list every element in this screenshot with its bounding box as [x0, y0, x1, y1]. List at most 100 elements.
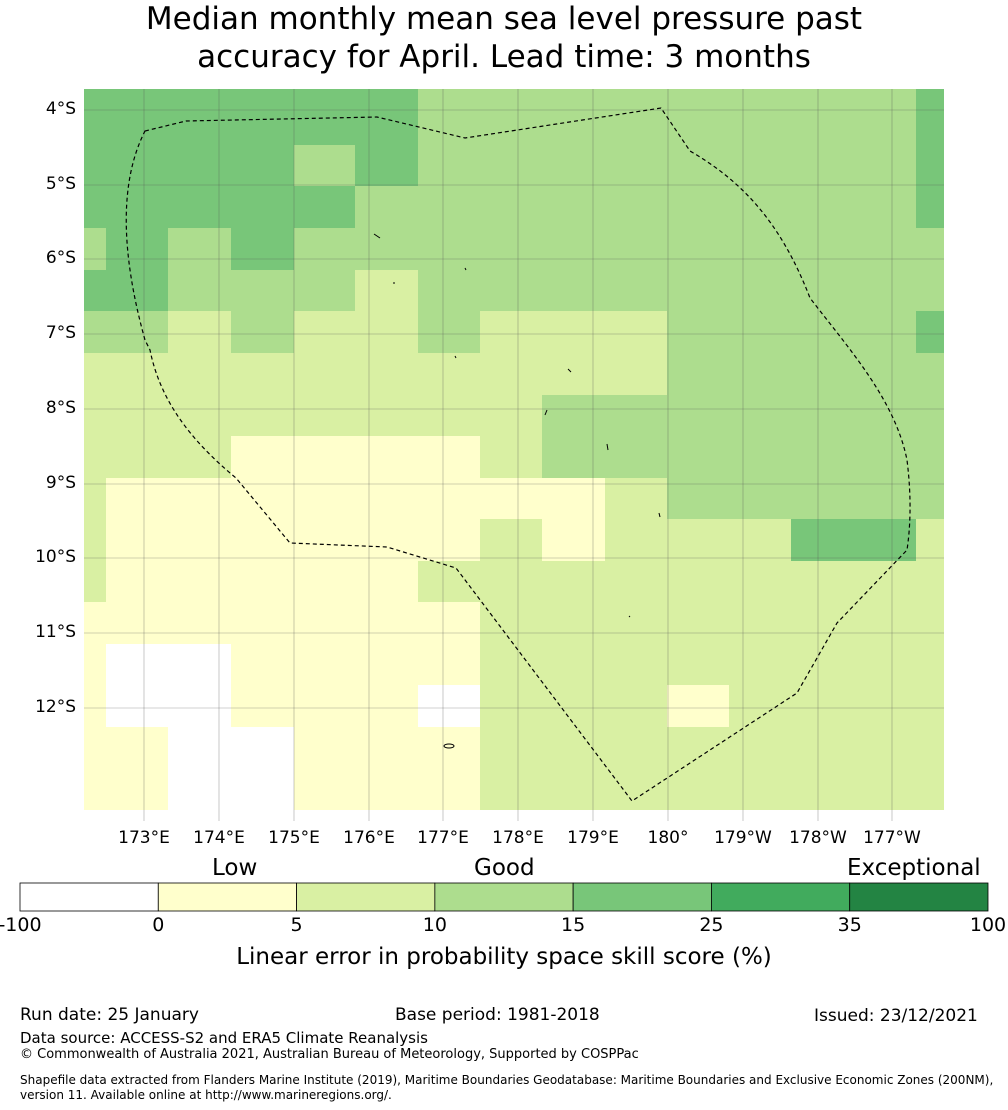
grid-cell: [294, 561, 355, 602]
longitude-label: 177°E: [417, 828, 469, 848]
longitude-label: 180°: [647, 828, 689, 848]
grid-cell: [480, 478, 542, 519]
grid-cell: [418, 561, 480, 602]
grid-cell: [168, 478, 231, 519]
grid-cell: [168, 727, 231, 768]
grid-cell: [168, 602, 231, 644]
colorbar-label: Linear error in probability space skill …: [236, 944, 772, 970]
grid-cell: [667, 89, 729, 101]
grid-cell: [84, 270, 106, 311]
grid-cell: [791, 395, 854, 436]
grid-cell: [294, 89, 355, 101]
grid-cell: [294, 436, 355, 478]
grid-cell: [854, 395, 916, 436]
grid-cell: [231, 727, 294, 768]
grid-cell: [916, 228, 944, 270]
grid-cell: [542, 101, 605, 145]
grid-cell: [106, 519, 168, 561]
grid-cell: [231, 228, 294, 270]
grid-cell: [418, 228, 480, 270]
grid-cell: [231, 395, 294, 436]
grid-cell: [480, 395, 542, 436]
grid-cell: [231, 353, 294, 395]
grid-cell: [294, 478, 355, 519]
grid-cell: [480, 101, 542, 145]
shapefile-credit-2: version 11. Available online at http://w…: [20, 1088, 392, 1102]
grid-cell: [667, 602, 729, 644]
grid-cell: [667, 561, 729, 602]
grid-cell: [418, 270, 480, 311]
grid-cell: [480, 186, 542, 228]
grid-cell: [542, 478, 605, 519]
grid-cell: [854, 519, 916, 561]
grid-cell: [729, 478, 791, 519]
grid-cell: [480, 561, 542, 602]
grid-cell: [418, 89, 480, 101]
grid-cell: [84, 436, 106, 478]
grid-cell: [605, 768, 667, 810]
grid-cell: [791, 602, 854, 644]
grid-cell: [729, 101, 791, 145]
grid-cell: [729, 89, 791, 101]
grid-cell: [667, 478, 729, 519]
grid-cell: [168, 768, 231, 810]
grid-cell: [168, 228, 231, 270]
grid-cell: [667, 436, 729, 478]
grid-cell: [667, 644, 729, 685]
grid-cell: [418, 101, 480, 145]
grid-cell: [480, 768, 542, 810]
skill-grid: [84, 89, 944, 810]
grid-cell: [106, 311, 168, 353]
grid-cell: [355, 311, 418, 353]
grid-cell: [916, 561, 944, 602]
grid-cell: [791, 311, 854, 353]
grid-cell: [106, 478, 168, 519]
island: [464, 267, 467, 271]
grid-cell: [106, 644, 168, 685]
grid-cell: [480, 519, 542, 561]
colorbar-segment: [572, 882, 712, 912]
grid-cell: [605, 186, 667, 228]
grid-cell: [480, 311, 542, 353]
shapefile-credit-1: Shapefile data extracted from Flanders M…: [20, 1073, 994, 1087]
grid-cell: [84, 311, 106, 353]
island: [373, 233, 381, 239]
colorbar-category-good: Good: [474, 855, 535, 881]
grid-cell: [854, 602, 916, 644]
longitude-label: 173°E: [118, 828, 170, 848]
grid-cell: [667, 145, 729, 186]
grid-cell: [355, 727, 418, 768]
grid-cell: [854, 270, 916, 311]
grid-cell: [106, 685, 168, 727]
grid-cell: [916, 145, 944, 186]
grid-cell: [294, 186, 355, 228]
grid-cell: [542, 519, 605, 561]
grid-cell: [916, 478, 944, 519]
grid-cell: [106, 602, 168, 644]
grid-cell: [294, 311, 355, 353]
grid-cell: [418, 602, 480, 644]
grid-cell: [542, 768, 605, 810]
grid-cell: [355, 270, 418, 311]
grid-cell: [168, 89, 231, 101]
grid-cell: [355, 395, 418, 436]
grid-cell: [542, 270, 605, 311]
island: [628, 615, 631, 618]
grid-cell: [791, 186, 854, 228]
grid-cell: [106, 145, 168, 186]
grid-cell: [854, 685, 916, 727]
grid-cell: [231, 602, 294, 644]
grid-cell: [667, 685, 729, 727]
grid-cell: [418, 519, 480, 561]
grid-cell: [542, 602, 605, 644]
grid-cell: [729, 561, 791, 602]
grid-cell: [231, 101, 294, 145]
grid-cell: [168, 436, 231, 478]
grid-cell: [231, 768, 294, 810]
grid-cell: [355, 644, 418, 685]
grid-cell: [168, 395, 231, 436]
grid-cell: [84, 228, 106, 270]
grid-cell: [729, 311, 791, 353]
grid-cell: [542, 145, 605, 186]
latitude-label: 4°S: [45, 99, 76, 119]
